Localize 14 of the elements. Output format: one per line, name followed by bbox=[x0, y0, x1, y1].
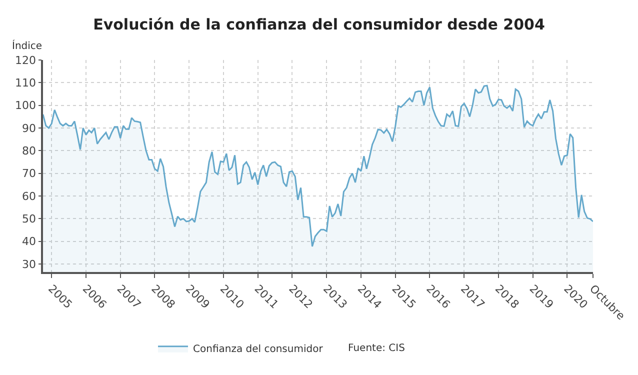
y-tick-label: 110 bbox=[15, 76, 36, 90]
y-tick-label: 90 bbox=[22, 122, 36, 135]
y-tick-label: 100 bbox=[15, 99, 36, 112]
legend-label: Confianza del consumidor bbox=[193, 344, 324, 356]
y-tick-label: 80 bbox=[22, 144, 36, 158]
y-tick-label: 50 bbox=[22, 212, 36, 226]
chart-title: Evolución de la confianza del consumidor desde 2004 bbox=[93, 15, 545, 34]
y-tick-label: 40 bbox=[22, 235, 36, 248]
y-tick-label: 120 bbox=[15, 54, 36, 67]
y-tick-label: 30 bbox=[22, 258, 36, 271]
y-tick-label: 60 bbox=[22, 190, 36, 203]
y-tick-label: 70 bbox=[22, 167, 36, 180]
y-axis-title: Índice bbox=[12, 39, 42, 52]
source-note: Fuente: CIS bbox=[348, 343, 405, 354]
